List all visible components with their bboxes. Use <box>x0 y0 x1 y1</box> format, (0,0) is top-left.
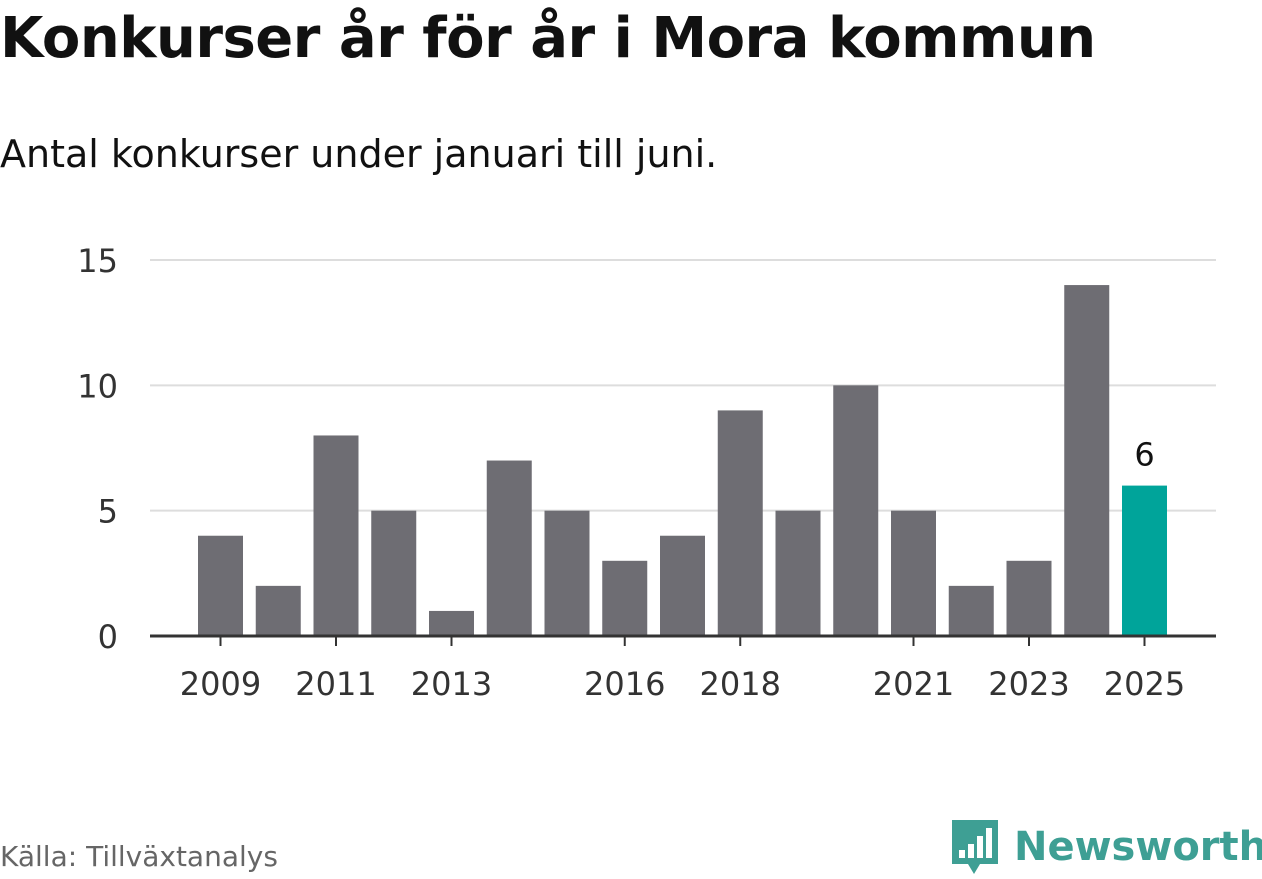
source-note: Källa: Tillväxtanalys <box>0 840 278 873</box>
x-tick-label: 2018 <box>700 665 781 703</box>
bar <box>602 560 648 636</box>
x-tick-label: 2025 <box>1104 665 1185 703</box>
bar <box>1064 285 1110 636</box>
x-tick-label: 2021 <box>873 665 954 703</box>
bar <box>775 510 821 636</box>
bar <box>429 610 474 636</box>
y-tick-label: 10 <box>77 367 118 405</box>
bar <box>486 460 532 636</box>
bar <box>313 435 359 636</box>
bar <box>371 510 417 636</box>
bar <box>255 585 301 636</box>
bar <box>833 385 879 636</box>
data-label: 6 <box>1134 436 1154 474</box>
bar <box>891 510 936 636</box>
y-tick-label: 15 <box>77 242 118 280</box>
bar <box>717 410 763 636</box>
newsworthy-logo-icon <box>952 820 998 874</box>
brand-logo: Newsworthy <box>950 818 1262 876</box>
bar <box>198 535 243 636</box>
bar <box>1122 485 1167 636</box>
y-tick-label: 5 <box>98 493 118 531</box>
chart-subtitle: Antal konkurser under januari till juni. <box>0 132 718 176</box>
bar <box>1006 560 1052 636</box>
brand-name: Newsworthy <box>1014 824 1262 870</box>
y-tick-label: 0 <box>98 618 118 656</box>
bar <box>948 585 994 636</box>
x-tick-label: 2013 <box>411 665 492 703</box>
bar <box>544 510 590 636</box>
x-tick-label: 2011 <box>295 665 376 703</box>
bar <box>660 535 705 636</box>
chart-title: Konkurser år för år i Mora kommun <box>0 6 1096 71</box>
x-tick-label: 2009 <box>180 665 261 703</box>
x-tick-label: 2016 <box>584 665 665 703</box>
x-tick-label: 2023 <box>988 665 1069 703</box>
